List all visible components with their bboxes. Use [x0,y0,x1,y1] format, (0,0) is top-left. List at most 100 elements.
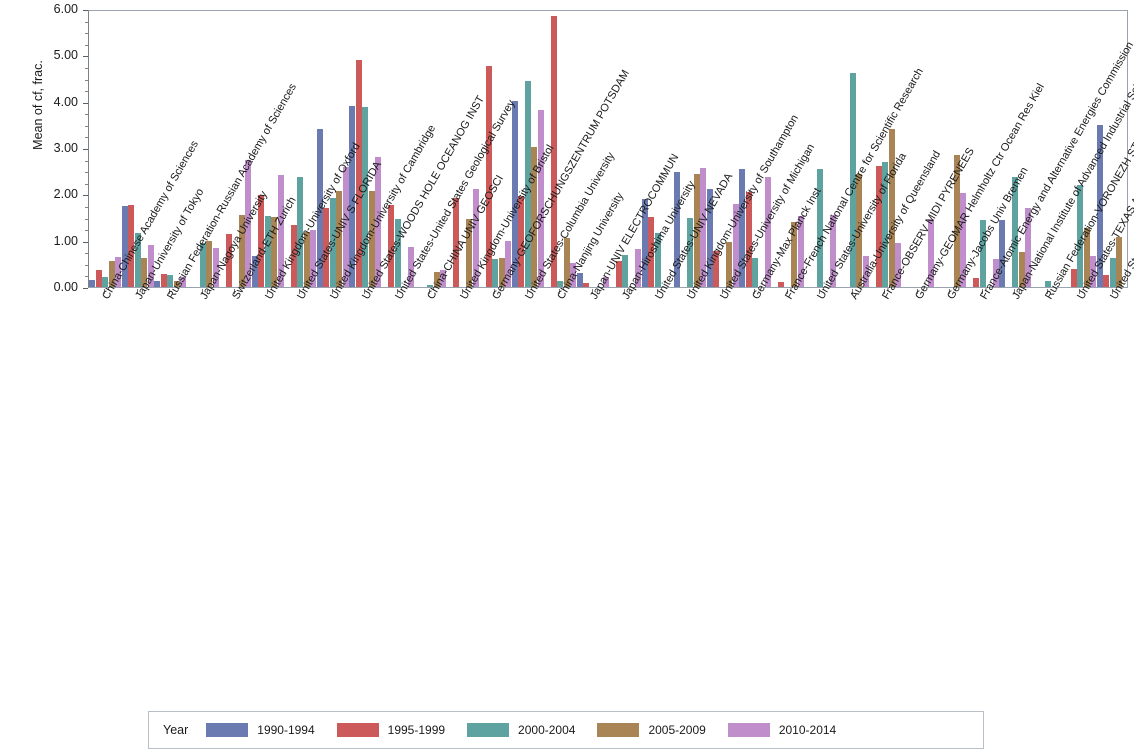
bar [797,216,804,287]
plot-area [88,10,1128,288]
bar [108,261,115,287]
x-tick-mark [1046,289,1048,294]
bar-group [837,11,870,287]
bar [700,168,707,287]
bar-group [772,11,805,287]
x-tick-mark [1014,289,1016,294]
bar [160,273,167,287]
x-tick-mark [266,289,268,294]
bar [310,230,317,287]
bar [706,189,713,287]
legend-label: 2010-2014 [778,723,837,737]
bar [251,256,258,287]
bar [271,217,278,287]
legend-label: 1995-1999 [387,723,446,737]
bar [466,218,473,287]
bar-group [316,11,350,287]
bar [602,276,609,287]
bar [1103,274,1110,287]
x-tick-mark [461,289,463,294]
bar [1012,177,1019,287]
x-tick-mark [754,289,756,294]
bar [648,217,655,287]
bar [973,278,980,287]
bar [180,276,187,287]
y-minor-tick [85,44,88,46]
x-tick-mark [884,289,886,294]
bar [765,176,772,287]
bar-group [739,11,772,287]
bar [862,256,869,287]
bar-group [1032,11,1065,287]
legend-item[interactable]: 1995-1999 [336,723,446,737]
y-minor-tick [85,172,88,174]
bar-group [479,11,512,287]
bar [485,65,492,287]
y-tick-mark [83,56,88,58]
bar [1044,281,1051,287]
x-tick-mark [169,289,171,294]
bar-group [869,11,902,287]
legend-swatch [206,723,249,737]
y-minor-tick [85,264,88,266]
legend-item[interactable]: 1990-1994 [206,723,315,737]
bar [1077,184,1084,287]
x-tick-mark [721,289,723,294]
y-minor-tick [85,183,88,185]
bar [745,192,752,287]
bar [1090,256,1097,287]
bar [212,248,219,287]
x-tick-label: United States-WOODS HOLE OCEANOG INST [360,93,488,302]
legend-title: Year [163,723,189,737]
x-tick-mark [396,289,398,294]
legend-item[interactable]: 2010-2014 [727,723,837,737]
bar [583,282,590,287]
bar-group [349,11,382,287]
bar-group [576,11,610,287]
y-minor-tick [85,33,88,35]
bar [791,221,798,287]
bar [615,260,622,287]
bar [1083,228,1090,287]
legend-swatch [467,723,510,737]
bar-group [187,11,220,287]
x-tick-mark [689,289,691,294]
bar [1096,124,1103,287]
bar [999,219,1006,287]
x-tick-mark [916,289,918,294]
bar [713,251,720,287]
bar [173,281,180,287]
legend-item[interactable]: 2005-2009 [597,723,706,737]
bar [739,168,746,287]
bar [849,72,856,287]
y-tick-label: 1.00 [53,233,78,248]
bar-group [1064,11,1097,287]
bar [550,15,557,287]
bar-group [706,11,740,287]
x-tick-mark [819,289,821,294]
y-tick-mark [83,241,88,243]
bar [875,166,882,287]
bar [245,159,252,287]
legend-swatch [727,723,770,737]
x-tick-label: France-Atomic Energy and Alternative Ene… [977,39,1134,302]
bar [927,219,934,287]
bar [375,157,382,287]
legend-item[interactable]: 2000-2004 [467,723,575,737]
y-minor-tick [85,230,88,232]
x-tick-mark [429,289,431,294]
bar-group [219,11,252,287]
bar [206,240,213,287]
bar [687,217,694,287]
bar-group [804,11,837,287]
bar-group [154,11,187,287]
bar-group [382,11,415,287]
bar [102,276,109,287]
bar-group [609,11,642,287]
x-tick-mark [624,289,626,294]
x-tick-mark [591,289,593,294]
y-minor-tick [85,160,88,162]
bar [167,274,174,287]
y-tick-label: 5.00 [53,48,78,63]
